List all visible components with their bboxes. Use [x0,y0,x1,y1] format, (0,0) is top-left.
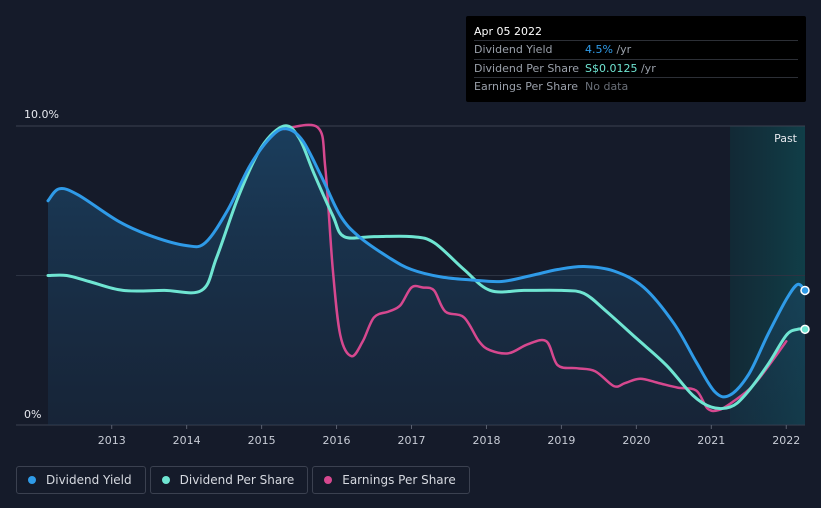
x-tick-label: 2014 [173,434,201,447]
dividend-yield-end-marker [800,285,810,296]
x-tick-label: 2013 [98,434,126,447]
x-tick-label: 2021 [697,434,725,447]
dividend-per-share-end-marker [800,324,810,335]
x-tick-label: 2015 [248,434,276,447]
tooltip-label: Dividend Yield [474,43,553,56]
tooltip-row-dividend-per-share: Dividend Per Share S$0.0125 /yr [474,60,798,78]
y-tick-label: 0% [24,408,41,421]
y-tick-label: 10.0% [24,108,59,121]
tooltip-row-dividend-yield: Dividend Yield 4.5% /yr [474,41,798,60]
dividend-yield-line [46,127,807,399]
earnings-per-share-line [282,123,788,413]
legend-label: Dividend Per Share [179,473,295,487]
legend-dot-icon [28,476,36,484]
tooltip-value: No data [585,80,629,93]
past-label: Past [774,132,798,145]
legend-label: Earnings Per Share [342,473,456,487]
x-tick-label: 2019 [547,434,575,447]
legend-item-dividend-per-share[interactable]: Dividend Per Share [149,466,309,494]
tooltip-value: 4.5% /yr [585,43,632,56]
tooltip-value: S$0.0125 /yr [585,61,656,75]
legend-item-earnings-per-share[interactable]: Earnings Per Share [312,466,470,494]
chart-legend: Dividend Yield Dividend Per Share Earnin… [16,466,470,494]
legend-item-dividend-yield[interactable]: Dividend Yield [16,466,146,494]
legend-label: Dividend Yield [46,473,132,487]
tooltip-panel: Apr 05 2022 Dividend Yield 4.5% /yr Divi… [466,16,806,102]
x-tick-label: 2020 [622,434,650,447]
tooltip-label: Earnings Per Share [474,80,579,93]
dividend-per-share-line [46,124,807,411]
x-tick-label: 2022 [772,434,800,447]
dividend-yield-area [48,128,805,425]
legend-dot-icon [161,476,170,484]
x-tick-label: 2017 [398,434,426,447]
x-tick-label: 2018 [472,434,500,447]
tooltip-date: Apr 05 2022 [474,23,798,41]
x-tick-label: 2016 [323,434,351,447]
tooltip-label: Dividend Per Share [474,61,580,75]
legend-dot-icon [324,476,333,484]
tooltip-row-earnings-per-share: Earnings Per Share No data [474,78,798,96]
